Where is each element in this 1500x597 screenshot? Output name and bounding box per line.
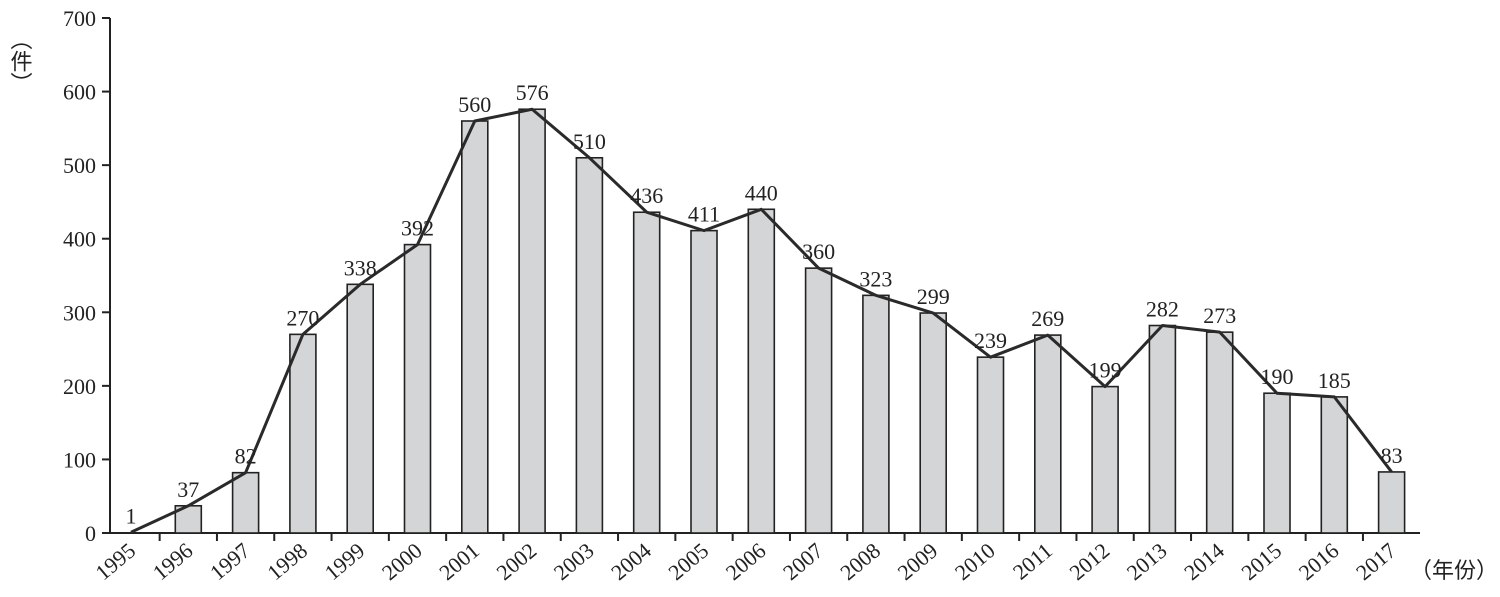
data-label: 299: [917, 284, 950, 309]
bar-2012: [1091, 385, 1119, 534]
axis-unit-labels: （件） （年份）: [8, 28, 1499, 583]
x-tick-label: 2011: [1008, 538, 1057, 585]
bar-2016: [1320, 396, 1349, 534]
data-label: 338: [344, 255, 377, 280]
bar-2011: [1034, 334, 1062, 534]
data-label: 37: [177, 477, 199, 502]
x-tick-label: 2015: [1236, 538, 1286, 585]
data-label: 270: [286, 305, 319, 330]
bar-2003: [575, 156, 604, 534]
y-tick-label: 300: [63, 300, 96, 325]
data-label: 199: [1089, 358, 1122, 383]
bar-2002: [518, 108, 546, 534]
x-tick-label: 1995: [90, 538, 140, 585]
data-label: 282: [1146, 297, 1179, 322]
x-tick-label: 2010: [950, 538, 1000, 585]
x-tick-label: 2009: [893, 538, 943, 585]
data-label: 83: [1381, 443, 1403, 468]
x-tick-label: 1999: [320, 538, 370, 585]
x-tick-label: 2006: [721, 538, 771, 585]
bar-2014: [1205, 331, 1234, 534]
bar-2007: [804, 267, 833, 534]
x-tick-label: 2017: [1351, 538, 1401, 585]
data-label: 560: [458, 92, 491, 117]
data-label: 269: [1031, 306, 1064, 331]
bar-2013: [1148, 324, 1177, 534]
bar-2017: [1377, 471, 1406, 534]
data-label: 190: [1261, 364, 1294, 389]
trend-line: [130, 107, 1393, 534]
x-axis: 1995 1996 1997 1998 1999 2000 2001 2002 2003 2004…: [90, 532, 1420, 585]
bar-2001: [460, 120, 489, 534]
data-label: 1: [126, 503, 137, 528]
x-tick-label: 2001: [434, 538, 484, 585]
data-label: 392: [401, 216, 434, 241]
data-label: 360: [802, 239, 835, 264]
bar-1999: [346, 283, 375, 534]
y-tick-label: 500: [63, 153, 96, 178]
data-label: 411: [688, 202, 720, 227]
x-tick-label: 2012: [1065, 538, 1115, 585]
x-tick-label: 2008: [835, 538, 885, 585]
x-tick-label: 2016: [1294, 538, 1344, 585]
data-label: 436: [630, 183, 663, 208]
x-tick-label: 2004: [606, 538, 656, 585]
data-label: 273: [1203, 303, 1236, 328]
y-tick-label: 600: [63, 80, 96, 105]
bar-2000: [403, 243, 432, 534]
y-tick-label: 200: [63, 374, 96, 399]
bar-2004: [632, 211, 661, 534]
y-tick-label: 100: [63, 447, 96, 472]
x-tick-label: 2007: [778, 538, 828, 585]
x-tick-label: 2002: [492, 538, 542, 585]
x-tick-label: 2003: [549, 538, 599, 585]
data-label: 576: [516, 80, 549, 105]
data-label: 185: [1318, 368, 1351, 393]
bar-2006: [747, 208, 776, 534]
y-tick-label: 400: [63, 227, 96, 252]
x-tick-label: 2014: [1179, 538, 1229, 585]
x-tick-label: 1998: [262, 538, 312, 585]
y-axis: 0 100 200 300 400 500 600 700: [63, 6, 111, 546]
bar-1997: [231, 471, 260, 534]
bar-2010: [976, 356, 1005, 534]
x-tick-label: 2005: [663, 538, 713, 585]
y-unit-label: （件）: [8, 28, 33, 94]
x-tick-label: 2013: [1122, 538, 1172, 585]
x-tick-label: 2000: [377, 538, 427, 585]
bar-2008: [862, 294, 890, 534]
bar-1998: [289, 333, 317, 534]
x-tick-label: 1996: [148, 538, 198, 585]
x-tick-label: 1997: [205, 538, 255, 585]
data-label: 440: [745, 180, 778, 205]
data-label: 239: [974, 328, 1007, 353]
y-tick-label: 700: [63, 6, 96, 31]
data-label: 510: [573, 129, 606, 154]
bars: [174, 108, 1406, 534]
trend-polyline: [130, 107, 1393, 534]
data-label: 82: [235, 444, 257, 469]
bar-2015: [1263, 392, 1291, 534]
bar-2009: [919, 312, 948, 534]
x-unit-label: （年份）: [1410, 558, 1498, 583]
data-labels: 1 37 82 270 338 392 560 576 510 436 411 440 360 323 29…: [126, 80, 1403, 528]
data-label: 323: [859, 266, 892, 291]
bar-2005: [690, 229, 718, 534]
y-tick-label: 0: [85, 521, 96, 546]
